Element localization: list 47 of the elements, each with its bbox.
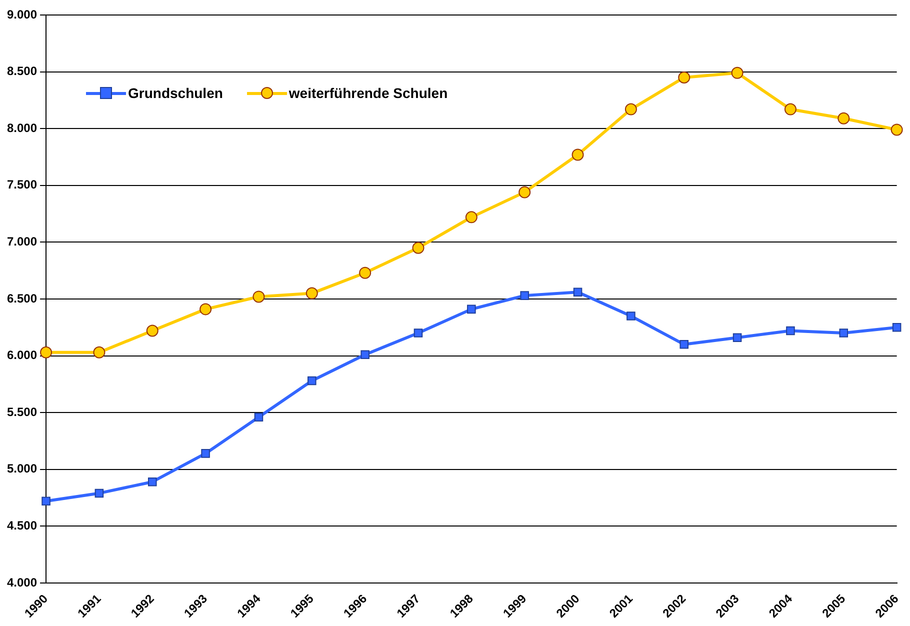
legend-label: weiterführende Schulen [288,85,448,101]
point [94,488,104,498]
y-tick-label: 6.000 [7,348,38,362]
point [42,496,50,506]
y-tick-label: 4.000 [7,575,38,590]
y-tick-label: 4.500 [7,518,38,532]
point [518,186,531,198]
point [252,290,265,303]
point [40,346,52,358]
point [573,288,582,297]
point [308,376,316,386]
point [254,412,264,422]
y-tick-label: 8.000 [7,120,38,135]
y-tick-label: 7.500 [7,178,38,192]
point [412,242,424,254]
point [306,287,318,300]
point [624,103,637,116]
point [572,148,584,161]
y-tick-label: 9.000 [7,7,38,22]
point [731,66,744,79]
point [890,124,903,136]
y-tick-label: 5.500 [7,404,38,419]
point [359,266,372,279]
point [201,449,210,458]
point [678,71,690,84]
y-tick-label: 7.000 [7,234,38,248]
point [465,211,478,224]
point [93,346,106,358]
point [146,324,158,337]
point [838,112,850,124]
point [520,291,529,300]
point [414,328,423,338]
point [732,333,742,342]
point [626,312,636,320]
point [680,340,689,349]
point [892,322,902,332]
point [786,326,795,336]
point [839,328,848,338]
y-tick-label: 6.500 [7,291,38,306]
y-tick-label: 5.000 [7,462,38,476]
point [148,477,157,486]
point [784,103,796,116]
legend-label: Grundschulen [128,85,223,101]
y-tick-label: 8.500 [7,64,38,78]
point [467,304,476,314]
point [360,350,370,360]
point [200,303,212,316]
